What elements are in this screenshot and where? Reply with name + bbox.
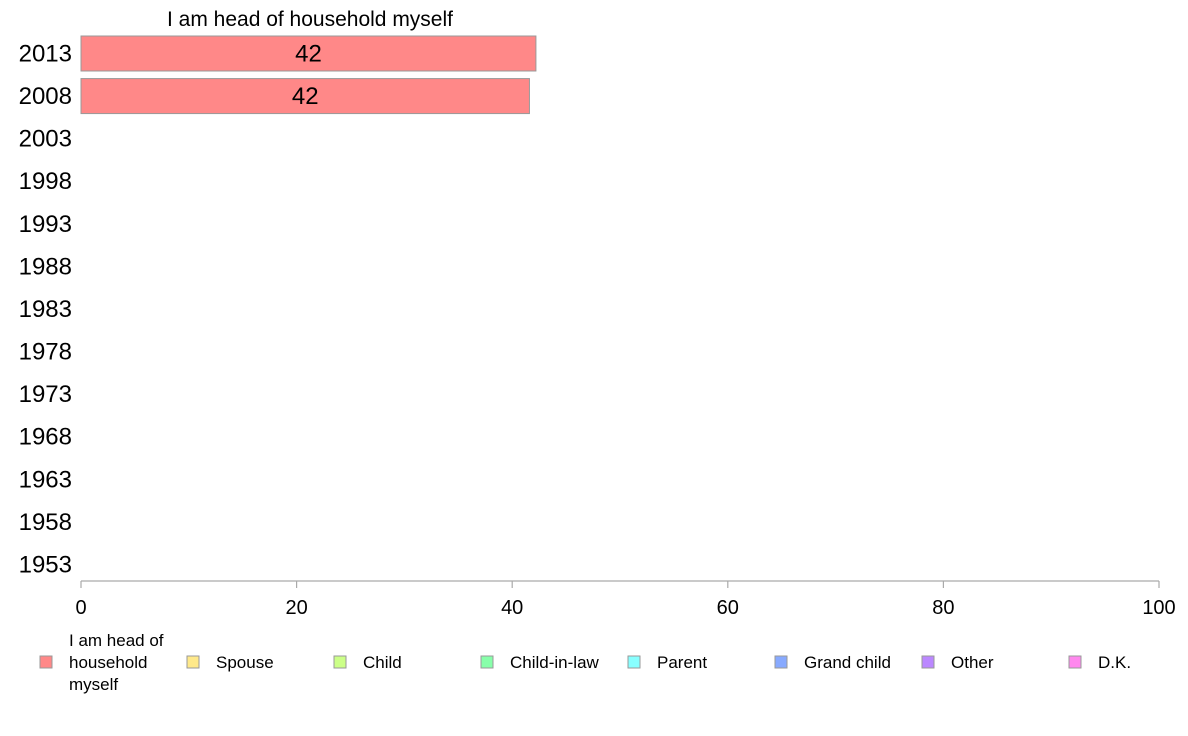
bar	[80, 35, 537, 72]
legend-label: I am head of	[69, 631, 164, 650]
legend-label: Spouse	[216, 653, 274, 672]
legend-swatch	[1068, 655, 1082, 669]
legend-label: Parent	[657, 653, 707, 672]
year-label: 1963	[19, 466, 72, 493]
legend-label: household	[69, 653, 147, 672]
legend-swatch	[333, 655, 347, 669]
year-label: 2003	[19, 126, 72, 153]
legend-item: D.K.	[1068, 653, 1131, 672]
chart-title: I am head of household myself	[167, 8, 453, 31]
legend-swatch	[186, 655, 200, 669]
year-label: 1958	[19, 509, 72, 536]
year-label: 1988	[19, 253, 72, 280]
x-tick-label: 40	[501, 597, 523, 619]
x-axis: 0 20 40 60 80 100	[75, 580, 1176, 619]
bar	[80, 78, 530, 115]
year-label: 2013	[19, 41, 72, 68]
x-tick-label: 0	[75, 597, 86, 619]
legend: I am head of household myself Spouse Child Ch…	[39, 631, 1131, 694]
legend-swatch	[39, 655, 53, 669]
legend-item: Grand child	[774, 653, 891, 672]
legend-item: Spouse	[186, 653, 274, 672]
y-axis: 2013 2008 2003 1998 1993 1988 1983 1978 1973 1968…	[19, 41, 72, 579]
legend-item: I am head of household myself	[39, 631, 164, 694]
year-label: 1978	[19, 339, 72, 366]
year-label: 1993	[19, 211, 72, 238]
legend-swatch	[921, 655, 935, 669]
legend-label: Other	[951, 653, 994, 672]
x-tick-label: 80	[932, 597, 954, 619]
legend-item: Parent	[627, 653, 707, 672]
bar-value-label: 42	[295, 41, 322, 68]
year-label: 2008	[19, 83, 72, 110]
legend-swatch	[774, 655, 788, 669]
legend-swatch	[480, 655, 494, 669]
legend-swatch	[627, 655, 641, 669]
year-label: 1953	[19, 551, 72, 578]
year-label: 1998	[19, 168, 72, 195]
legend-label: Grand child	[804, 653, 891, 672]
legend-label: myself	[69, 675, 118, 694]
legend-label: Child	[363, 653, 402, 672]
legend-label: D.K.	[1098, 653, 1131, 672]
year-label: 1968	[19, 424, 72, 451]
legend-label: Child-in-law	[510, 653, 600, 672]
legend-item: Child-in-law	[480, 653, 600, 672]
legend-item: Other	[921, 653, 994, 672]
legend-item: Child	[333, 653, 402, 672]
x-tick-label: 20	[285, 597, 307, 619]
bars-group: 42 42	[80, 35, 537, 115]
x-tick-label: 60	[717, 597, 739, 619]
bar-value-label: 42	[292, 83, 319, 110]
year-label: 1983	[19, 296, 72, 323]
x-tick-label: 100	[1142, 597, 1175, 619]
year-label: 1973	[19, 381, 72, 408]
